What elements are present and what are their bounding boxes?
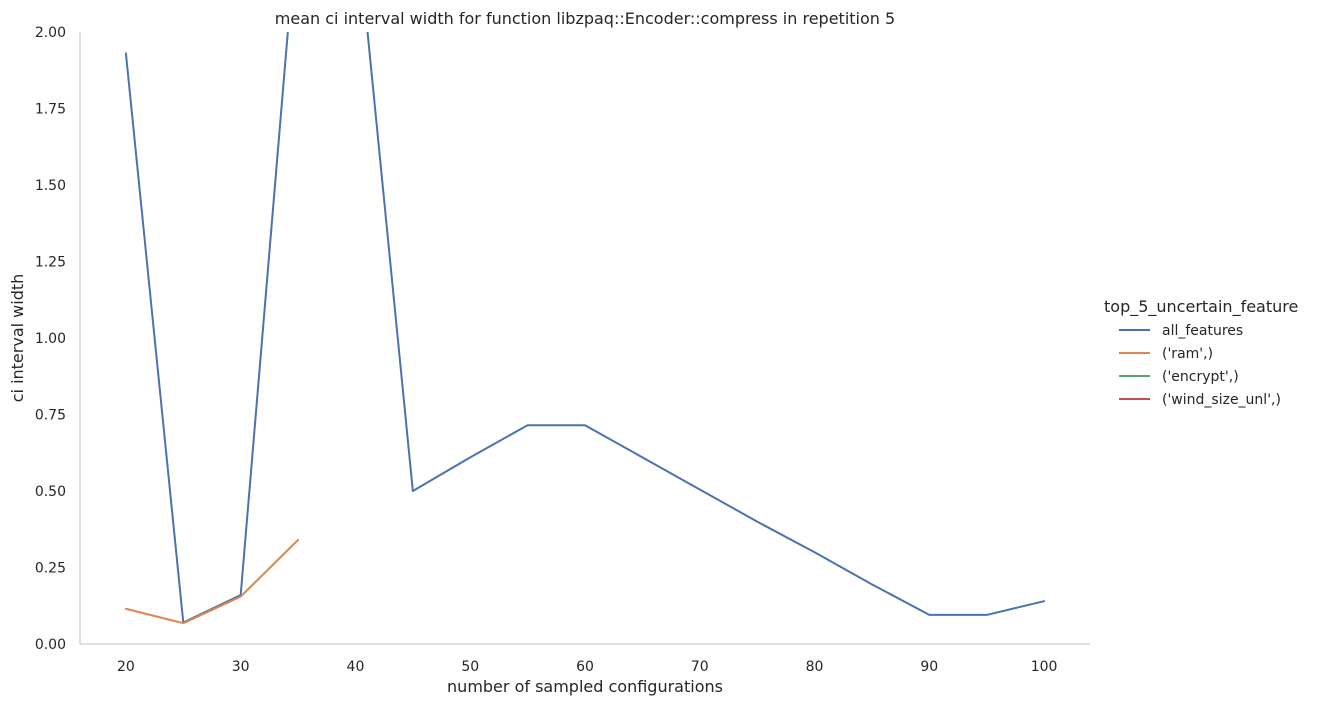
x-tick-label: 30 [232, 659, 250, 675]
x-tick-label: 70 [691, 659, 709, 675]
y-tick-label: 1.50 [35, 178, 66, 194]
y-tick-label: 1.00 [35, 331, 66, 347]
y-axis-label: ci interval width [8, 274, 27, 403]
y-tick-label: 1.75 [35, 102, 66, 118]
legend-entry-label: all_features [1162, 323, 1243, 339]
y-tick-label: 1.25 [35, 255, 66, 271]
y-tick-label: 2.00 [35, 25, 66, 41]
legend: top_5_uncertain_feature all_features ('ra… [1104, 297, 1298, 408]
x-tick-label: 60 [576, 659, 594, 675]
y-tick-label: 0.50 [35, 484, 66, 500]
x-tick-label: 20 [117, 659, 135, 675]
y-tick-label: 0.00 [35, 637, 66, 653]
x-tick-label: 50 [461, 659, 479, 675]
x-tick-label: 80 [806, 659, 824, 675]
y-axis-ticks: 0.00 0.25 0.50 0.75 1.00 1.25 1.50 1.75 2.00 [35, 25, 66, 653]
series-layer [124, 32, 1046, 625]
series-line [124, 32, 1046, 624]
legend-entry-label: ('encrypt',) [1162, 369, 1239, 385]
x-axis-label: number of sampled configurations [447, 677, 723, 696]
series-line [124, 538, 300, 625]
legend-items: all_features ('ram',) ('encrypt',) ('wind_s… [1119, 323, 1281, 408]
legend-entry-label: ('wind_size_unl',) [1162, 392, 1281, 408]
legend-entry-label: ('ram',) [1162, 346, 1213, 362]
legend-title: top_5_uncertain_feature [1104, 297, 1298, 317]
y-tick-label: 0.75 [35, 408, 66, 424]
chart-title: mean ci interval width for function libz… [275, 9, 895, 28]
x-tick-label: 90 [920, 659, 938, 675]
x-tick-label: 40 [347, 659, 365, 675]
x-tick-label: 100 [1031, 659, 1058, 675]
y-tick-label: 0.25 [35, 561, 66, 577]
x-axis-ticks: 20 30 40 50 60 70 80 90 100 [117, 659, 1057, 675]
